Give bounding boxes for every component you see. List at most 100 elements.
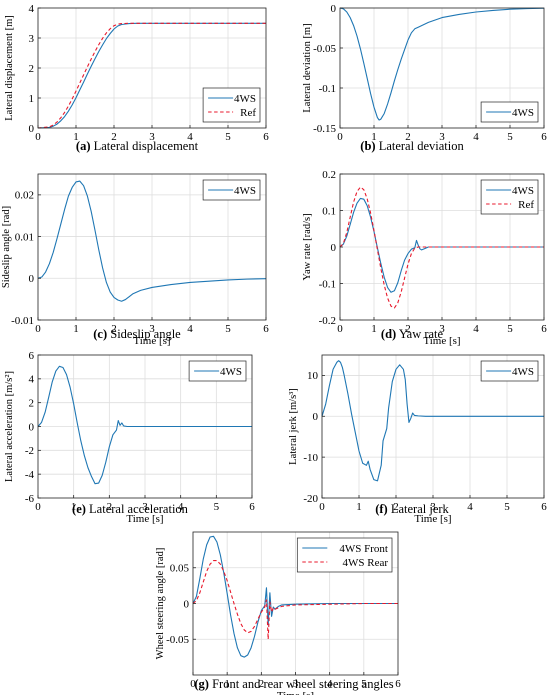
x-tick-label: 6 <box>541 501 547 513</box>
x-tick-label: 4 <box>187 131 193 143</box>
x-tick-label: 2 <box>107 501 113 513</box>
legend-box <box>202 87 261 123</box>
y-axis-label: Wheel steering angle [rad] <box>155 548 166 660</box>
series-line-4ws-rear <box>192 560 398 640</box>
x-tick-label: 1 <box>224 678 230 690</box>
x-tick-label: 4 <box>473 131 479 143</box>
caption-g: (g) Front and rear wheel steering angles <box>194 677 393 691</box>
y-tick-label: -0.1 <box>319 278 336 290</box>
caption-letter: (b) <box>360 139 375 153</box>
x-tick-label: 0 <box>35 131 41 143</box>
series-line-4ws <box>37 180 267 302</box>
x-tick-label: 0 <box>337 131 343 143</box>
y-axis-label: Yaw rate [rad/s] <box>302 213 313 280</box>
caption-b: (b) Lateral deviation <box>360 139 464 153</box>
y-tick-label: -0.1 <box>319 83 336 95</box>
y-tick-label: 4 <box>29 3 35 15</box>
legend: 4WS <box>480 101 539 123</box>
caption-letter: (e) <box>72 502 86 516</box>
x-tick-label: 5 <box>504 501 510 513</box>
x-tick-label: 3 <box>149 323 155 335</box>
caption-letter: (f) <box>375 502 388 516</box>
x-tick-label: 4 <box>467 501 473 513</box>
y-tick-label: -0.05 <box>166 634 189 646</box>
x-tick-label: 4 <box>473 323 479 335</box>
x-tick-label: 3 <box>430 501 436 513</box>
x-tick-label: 0 <box>337 323 343 335</box>
legend: 4WS <box>202 179 261 201</box>
x-axis-label: Time [s] <box>423 335 460 347</box>
y-axis-label: Lateral jerk [m/s³] <box>288 388 299 465</box>
x-tick-label: 5 <box>225 323 231 335</box>
x-tick-label: 0 <box>190 678 196 690</box>
legend: 4WS <box>188 360 247 382</box>
y-tick-label: -4 <box>25 469 35 481</box>
caption-text: Lateral displacement <box>90 139 198 153</box>
y-tick-label: 0 <box>29 273 35 285</box>
y-tick-label: 1 <box>29 93 35 105</box>
x-tick-label: 4 <box>187 323 193 335</box>
legend-entry: 4WS Front <box>339 543 388 555</box>
series-line-4ws-front <box>192 535 398 658</box>
y-tick-label: 0 <box>29 421 35 433</box>
legend-entry: Ref <box>240 107 256 119</box>
x-axis-label: Time [s] <box>133 335 170 347</box>
caption-d: (d) Yaw rate <box>381 327 444 341</box>
legend-box <box>296 537 393 573</box>
series-line-4ws <box>37 365 252 485</box>
x-tick-label: 3 <box>149 131 155 143</box>
legend: 4WS <box>480 360 539 382</box>
y-tick-label: -0.15 <box>313 123 336 135</box>
caption-text: Yaw rate <box>396 327 443 341</box>
x-tick-label: 5 <box>507 323 513 335</box>
y-tick-label: 0 <box>331 242 337 254</box>
y-tick-label: 0.2 <box>322 169 336 181</box>
y-tick-label: 0.01 <box>15 231 34 243</box>
x-tick-label: 5 <box>214 501 220 513</box>
legend: 4WS Ref <box>480 179 539 215</box>
y-tick-label: -0.05 <box>313 43 336 55</box>
caption-text: Front and rear wheel steering angles <box>209 677 394 691</box>
legend-entry: 4WS <box>512 107 534 119</box>
x-tick-label: 2 <box>259 678 265 690</box>
x-tick-label: 2 <box>405 323 411 335</box>
x-tick-label: 3 <box>293 678 299 690</box>
x-tick-label: 6 <box>395 678 401 690</box>
y-tick-label: -10 <box>303 452 318 464</box>
x-tick-label: 1 <box>73 323 79 335</box>
x-tick-label: 0 <box>35 501 41 513</box>
x-tick-label: 3 <box>142 501 148 513</box>
chart-b: 0 1 2 3 4 5 6 -0.15 -0.1 -0.05 0 Lateral deviation … <box>302 3 547 153</box>
x-tick-label: 3 <box>439 323 445 335</box>
caption-letter: (g) <box>194 677 209 691</box>
x-tick-label: 1 <box>371 131 377 143</box>
x-tick-label: 2 <box>405 131 411 143</box>
y-tick-label: -0.01 <box>11 315 34 327</box>
caption-f: (f) Lateral jerk <box>375 502 449 516</box>
y-tick-label: 10 <box>307 370 319 382</box>
y-axis-label: Lateral deviation [m] <box>302 23 313 112</box>
x-tick-label: 1 <box>371 323 377 335</box>
caption-c: (c) Sideslip angle <box>93 327 181 341</box>
y-tick-label: -6 <box>25 493 35 505</box>
x-tick-label: 1 <box>71 501 77 513</box>
chart-a: 0 1 2 3 4 5 6 0 1 2 3 4 Lateral displacement [m] 4WS R… <box>4 3 269 153</box>
series-line-ref <box>339 186 544 309</box>
y-tick-label: -0.2 <box>319 315 336 327</box>
series-line-4ws <box>321 360 544 482</box>
caption-letter: (c) <box>93 327 107 341</box>
legend-box <box>480 179 539 215</box>
y-tick-label: 2 <box>29 63 35 75</box>
y-tick-label: 2 <box>29 397 35 409</box>
series-line-4ws <box>339 7 545 121</box>
x-tick-label: 1 <box>356 501 362 513</box>
caption-text: Lateral jerk <box>388 502 450 516</box>
caption-e: (e) Lateral acceleration <box>72 502 189 516</box>
series-line-4ws <box>37 22 266 129</box>
legend-entry: 4WS <box>512 185 534 197</box>
y-tick-label: 0.1 <box>322 205 336 217</box>
x-tick-label: 6 <box>541 323 547 335</box>
